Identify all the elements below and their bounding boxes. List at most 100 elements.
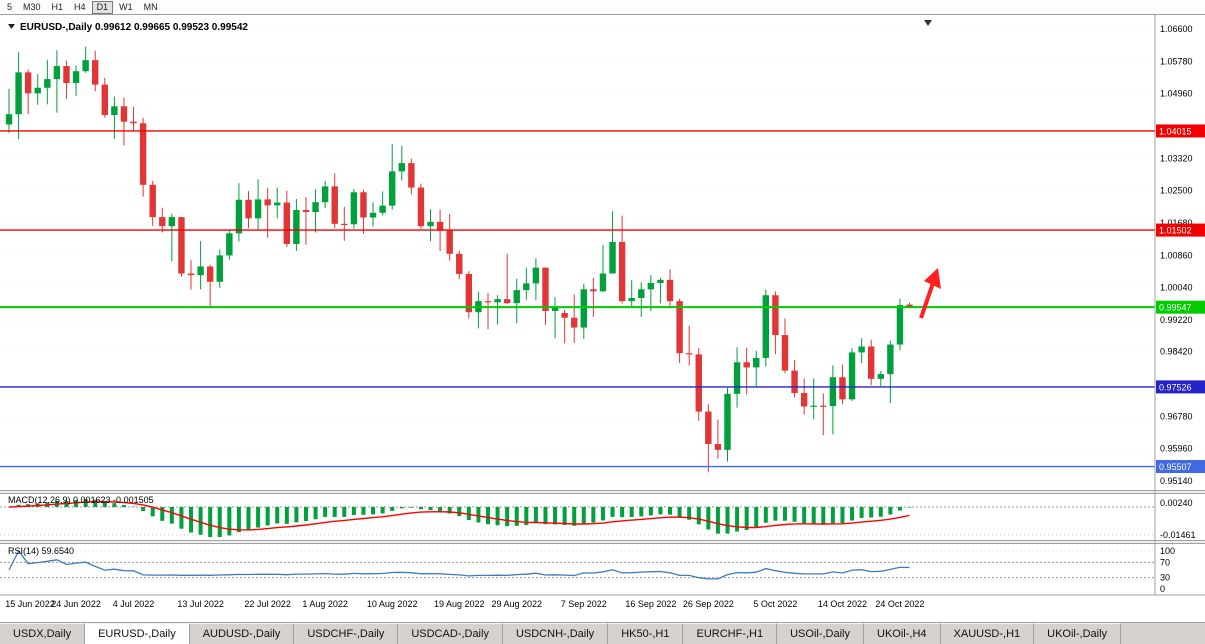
candle-body — [254, 199, 262, 219]
candle-body — [456, 253, 463, 274]
candle-body — [24, 72, 32, 94]
candle-body — [484, 301, 492, 303]
candle-body — [503, 299, 511, 304]
one-click-trading-toggle-icon[interactable] — [8, 24, 15, 29]
candle-body — [599, 273, 607, 292]
symbol-tab-usdchf-daily[interactable]: USDCHF-,Daily — [294, 623, 399, 644]
candle-body — [724, 393, 731, 450]
candle-body — [810, 405, 817, 407]
rsi-label: RSI(14) 59.6540 — [8, 546, 74, 556]
panel-divider[interactable] — [0, 490, 1205, 494]
timeframe-button-h1[interactable]: H1 — [51, 1, 64, 12]
candle-body — [149, 184, 156, 218]
candle-body — [896, 305, 904, 345]
timeframe-button-m30[interactable]: M30 — [23, 1, 41, 12]
candle-body — [618, 241, 626, 302]
rsi-axis-label: 100 — [1160, 546, 1175, 556]
price-axis-label: 0.95140 — [1160, 476, 1193, 486]
candle-body — [436, 221, 444, 231]
macd-axis-label: -0.01461 — [1160, 530, 1196, 540]
candle-body — [523, 283, 530, 291]
candle-body — [187, 273, 195, 276]
price-axis-label: 0.95960 — [1160, 444, 1193, 454]
timeframe-button-mn[interactable]: MN — [143, 1, 158, 12]
candle-body — [312, 202, 319, 213]
symbol-tab-usdcad-daily[interactable]: USDCAD-,Daily — [398, 623, 503, 644]
symbol-tab-usdx-daily[interactable]: USDX,Daily — [0, 623, 86, 644]
date-axis-label: 10 Aug 2022 — [367, 599, 418, 609]
date-axis-label: 26 Sep 2022 — [683, 599, 734, 609]
symbol-tab-audusd-daily[interactable]: AUDUSD-,Daily — [189, 623, 295, 644]
candle-body — [206, 266, 214, 282]
price-badge — [1156, 380, 1205, 394]
candle-body — [389, 171, 396, 206]
candle-body — [34, 87, 41, 94]
candle-body — [168, 217, 176, 227]
price-badge-label: 0.99547 — [1159, 303, 1192, 313]
candle-body — [676, 301, 683, 354]
candle-body — [551, 307, 559, 312]
timeframe-button-w1[interactable]: W1 — [119, 1, 133, 12]
date-axis-label: 4 Jul 2022 — [113, 599, 155, 609]
symbol-tab-ukoil-daily[interactable]: UKOil-,Daily — [1034, 623, 1122, 644]
price-axis-label: 0.98420 — [1160, 347, 1193, 357]
date-axis-label: 5 Oct 2022 — [753, 599, 797, 609]
price-axis-label: 1.02500 — [1160, 186, 1193, 196]
candle-body — [561, 312, 568, 318]
candle-body — [638, 289, 645, 298]
symbol-tab-xauusd-h1[interactable]: XAUUSD-,H1 — [940, 623, 1035, 644]
panel-divider[interactable] — [0, 540, 1205, 544]
trend-arrow-head[interactable] — [924, 268, 941, 289]
macd-axis-label: 0.00240 — [1160, 498, 1193, 508]
candle-body — [226, 233, 233, 256]
trend-arrow-shaft[interactable] — [919, 282, 935, 319]
candle-body — [839, 377, 846, 400]
candle-body — [800, 393, 808, 407]
symbol-tab-hk50-h1[interactable]: HK50-,H1 — [608, 623, 684, 644]
candle-body — [762, 295, 770, 358]
date-axis-label: 24 Oct 2022 — [875, 599, 924, 609]
candle-body — [877, 374, 884, 379]
candle-body — [293, 210, 300, 244]
symbol-tab-eurchf-h1[interactable]: EURCHF-,H1 — [683, 623, 778, 644]
candle-body — [15, 72, 22, 115]
symbol-tab-usoil-daily[interactable]: USOil-,Daily — [777, 623, 865, 644]
price-badge-label: 0.97526 — [1159, 382, 1192, 392]
candle-body — [408, 163, 415, 188]
candle-body — [63, 66, 70, 84]
candle-body — [743, 362, 750, 368]
candle-body — [417, 187, 425, 227]
candle-body — [820, 405, 827, 407]
timeframe-button-h4[interactable]: H4 — [74, 1, 86, 12]
candle-body — [92, 60, 99, 85]
date-axis-label: 22 Jul 2022 — [244, 599, 291, 609]
symbol-tab-eurusd-daily[interactable]: EURUSD-,Daily — [85, 623, 190, 644]
symbol-tab-usdcnh-daily[interactable]: USDCNH-,Daily — [502, 623, 609, 644]
date-axis-label: 16 Sep 2022 — [625, 599, 676, 609]
candle-body — [331, 186, 338, 224]
candle-body — [5, 114, 13, 125]
timeframe-button-d1[interactable]: D1 — [91, 0, 114, 14]
candle-body — [791, 370, 798, 394]
price-axis-label: 1.06600 — [1160, 24, 1193, 34]
candle-body — [705, 411, 712, 444]
candle-body — [101, 84, 108, 115]
candle-body — [302, 210, 310, 213]
price-axis-label: 1.00040 — [1160, 283, 1193, 293]
symbol-tab-bar: USDX,Daily EURUSD-,Daily AUDUSD-,Daily USDC… — [0, 622, 1205, 644]
price-badge-label: 1.01502 — [1159, 226, 1192, 236]
rsi-axis-label: 0 — [1160, 584, 1165, 594]
price-axis-label: 1.04960 — [1160, 89, 1193, 99]
candle-body — [858, 346, 865, 353]
candle-body — [111, 106, 118, 115]
chart-title: EURUSD-,Daily 0.99612 0.99665 0.99523 0.… — [20, 22, 248, 33]
symbol-tab-ukoil-h4[interactable]: UKOil-,H4 — [864, 623, 941, 644]
candle-body — [159, 217, 166, 227]
candle-body — [532, 267, 540, 284]
chart-shift-marker-icon[interactable] — [924, 20, 932, 26]
candle-body — [360, 192, 367, 218]
price-badge — [1156, 223, 1205, 237]
price-badge-label: 0.95507 — [1159, 462, 1192, 472]
timeframe-button-5[interactable]: 5 — [7, 1, 13, 12]
date-axis-label: 15 Jun 2022 — [5, 599, 55, 609]
